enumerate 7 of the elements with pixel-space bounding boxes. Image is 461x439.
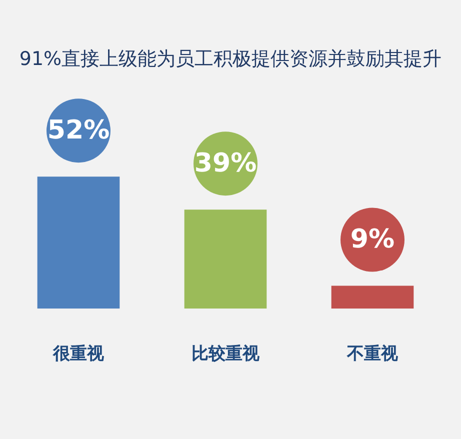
data-label: 9%	[350, 224, 395, 254]
data-label: 52%	[47, 115, 110, 146]
x-tick-label: 比较重视	[192, 344, 260, 364]
x-tick-label: 不重视	[346, 344, 399, 364]
chart-title: 91%直接上级能为员工积极提供资源并鼓励其提升	[18, 47, 443, 72]
x-tick-label: 很重视	[52, 344, 105, 364]
data-label: 39%	[194, 148, 257, 178]
